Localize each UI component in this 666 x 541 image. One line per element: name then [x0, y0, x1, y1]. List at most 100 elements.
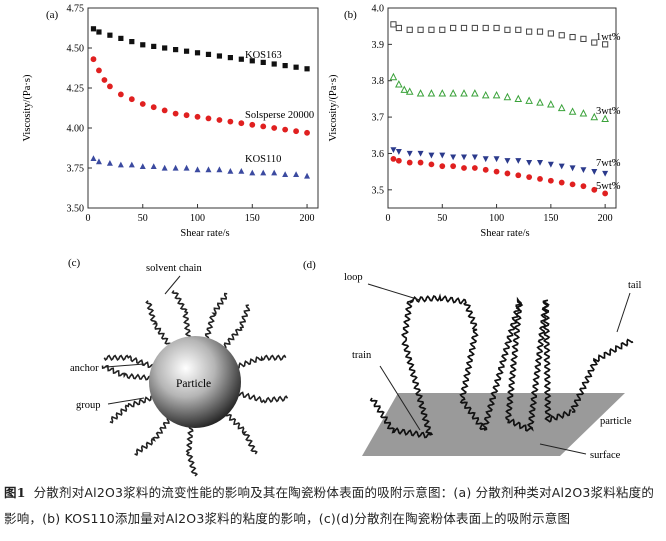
0-series-0-point: [96, 29, 102, 35]
1-series-1-point: [471, 89, 479, 97]
solvent-chain: [171, 290, 192, 340]
0-series-2-point: [128, 161, 135, 168]
0-series-1-point: [128, 96, 135, 103]
0-series-0-point: [173, 47, 179, 53]
1-series-0-point: [591, 39, 598, 46]
1-series-2-point: [504, 158, 511, 164]
1-series-2-point: [406, 150, 413, 157]
0-series-1-point: [260, 123, 267, 130]
1-series-2-point: [537, 159, 543, 166]
panel-label-c: (c): [68, 257, 81, 269]
plot-frame-a: [87, 7, 319, 209]
1-series-3-point: [547, 177, 554, 184]
0-series-2-point: [95, 158, 102, 165]
1-series-3-point: [515, 172, 522, 179]
0-series-1-point: [172, 110, 179, 117]
tail-label: tail: [628, 280, 641, 291]
1-series-1-point: [460, 89, 468, 97]
1-x-tick-label: 50: [437, 213, 447, 224]
0-series-1-point: [139, 101, 146, 107]
1-series-2-point: [602, 170, 609, 177]
1-series-3-point: [482, 166, 489, 173]
solvent-chain: [109, 394, 155, 424]
1-series-1-point: [503, 92, 512, 101]
particle-sphere: [149, 336, 241, 428]
0-series-0-point: [118, 35, 124, 41]
1-x-tick-label: 0: [386, 213, 391, 224]
1-series-2-point: [461, 154, 467, 161]
solvent-chain: [101, 364, 152, 381]
0-series-2-point: [150, 163, 157, 169]
1-series-3-point: [493, 168, 500, 175]
0-series-2-point: [249, 169, 256, 176]
0-series-1-point: [205, 115, 212, 122]
1-series-1-point: [514, 94, 523, 103]
0-series-1-point: [304, 129, 310, 136]
train-arrow: [379, 365, 421, 431]
1-x-tick-label: 150: [543, 213, 558, 224]
1-series-1-point: [536, 98, 544, 106]
0-series-1-point: [161, 107, 168, 114]
0-series-2-point: [205, 166, 212, 173]
1-series-2-point: [558, 163, 565, 170]
loop-arrow: [367, 283, 421, 301]
0-series-2-point: [161, 164, 168, 171]
1-y-tick-label: 3.6: [372, 149, 385, 160]
figure-caption: 图1 分散剂对Al2O3浆料的流变性能的影响及其在陶瓷粉体表面的吸附示意图：(a)…: [4, 480, 662, 532]
0-series-0-point: [227, 55, 233, 61]
solvent-chain: [236, 391, 289, 404]
1-series-1-point: [492, 90, 501, 99]
0-series-2-point: [260, 169, 267, 176]
0-series-1-point: [238, 120, 245, 127]
1-series-2-point: [450, 154, 457, 161]
1-series-1-point: [400, 85, 409, 93]
1-y-tick-label: 3.9: [372, 40, 385, 51]
1-series-2-point: [591, 169, 598, 175]
anchor-arrow: [105, 363, 145, 368]
1-y-tick-label: 4.0: [372, 4, 385, 15]
0-series-2-point: [139, 163, 146, 169]
ticks-b: 0 50 100 150 200 3.5 3.6 3.7 3.8 3.9 4.0: [372, 4, 613, 225]
1-series-0-point: [504, 26, 511, 33]
0-x-tick-label: 150: [245, 213, 260, 224]
1-series-0-point: [428, 26, 435, 33]
1-series-3-point: [439, 163, 446, 170]
1-series-3-point: [417, 159, 424, 166]
1-series-1-point: [601, 114, 609, 123]
y-axis-label-b: Viscosity/(Pa·s): [328, 74, 339, 142]
0-y-tick-label: 4.00: [67, 124, 85, 135]
1-series-3-point: [390, 156, 397, 162]
1-series-3-point: [537, 176, 543, 182]
x-axis-label-b: Shear rate/s: [480, 228, 529, 239]
1-series-2-point: [526, 159, 533, 166]
0-y-tick-label: 3.75: [67, 164, 85, 175]
solvent-chain: [134, 416, 170, 456]
solvent-chain: [235, 354, 287, 370]
1-series-3-point: [569, 181, 576, 188]
panel-label-b: (b): [344, 9, 357, 21]
1-series-3-point: [406, 159, 413, 166]
1-series-1-point: [389, 72, 398, 81]
ticks-a: 0 50 100 150 200 3.50 3.75 4.00 4.25 4.50 4.75: [67, 4, 315, 225]
1-series-0-point: [536, 28, 544, 35]
0-series-2-point: [227, 168, 234, 174]
0-x-tick-label: 50: [138, 213, 148, 224]
0-series-1-point: [216, 117, 223, 123]
points-a: [90, 26, 311, 179]
1-series-3-point: [602, 190, 609, 197]
0-series-0-point: [282, 63, 288, 69]
1-series-1-point: [547, 100, 555, 108]
0-series-0-point: [216, 53, 223, 59]
0-series-2-point: [293, 171, 300, 177]
1-series-2-point: [417, 150, 424, 157]
1-series-2-point: [390, 147, 397, 154]
tail-arrow: [616, 292, 631, 333]
loop-label: loop: [344, 272, 363, 283]
1-series-1-point: [395, 80, 403, 88]
1-series-0-point: [460, 24, 468, 32]
0-y-tick-label: 4.25: [67, 84, 85, 95]
solvent-chain: [103, 354, 155, 369]
solvent-chain: [224, 412, 258, 455]
1-series-3-point: [450, 163, 457, 170]
x-axis-label-a: Shear rate/s: [180, 228, 229, 239]
